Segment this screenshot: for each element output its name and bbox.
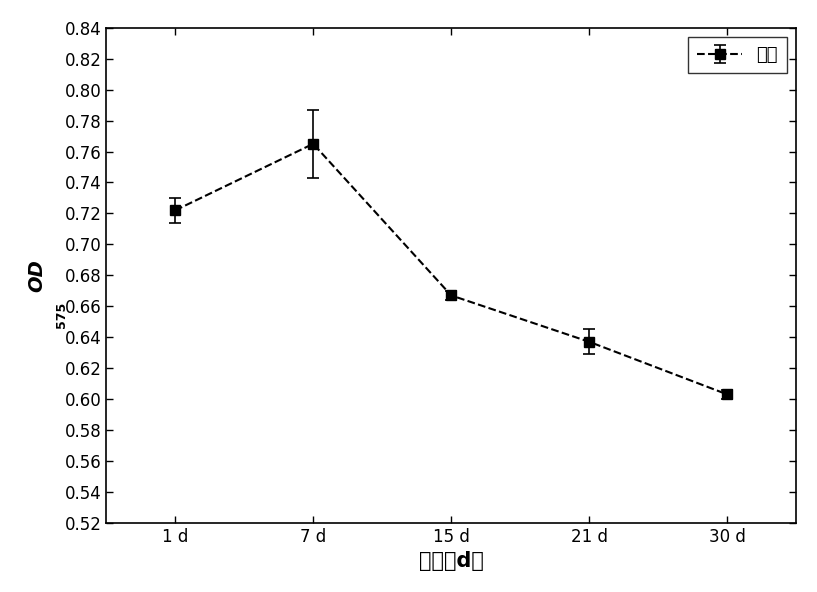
Legend: 均値: 均値: [688, 37, 787, 73]
Text: 575: 575: [55, 302, 68, 328]
Text: OD: OD: [28, 259, 47, 292]
X-axis label: 时间（d）: 时间（d）: [419, 551, 484, 571]
